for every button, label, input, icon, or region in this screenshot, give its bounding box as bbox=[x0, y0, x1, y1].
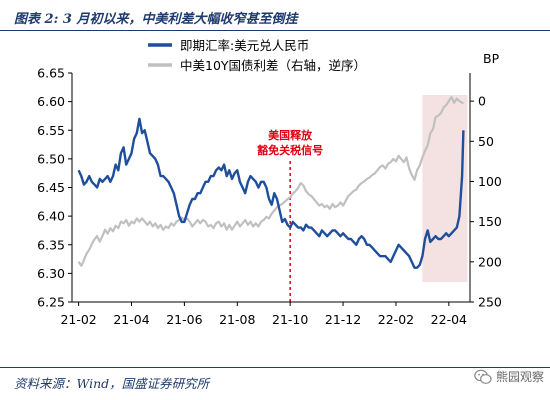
figure-title: 图表 2: 3 月初以来，中美利差大幅收窄甚至倒挂 bbox=[14, 12, 298, 27]
left-tick-label: 6.60 bbox=[37, 94, 65, 109]
title-rule bbox=[0, 30, 550, 31]
right-tick-label: 100 bbox=[478, 174, 502, 189]
right-tick-label: 200 bbox=[478, 254, 502, 269]
left-tick-label: 6.40 bbox=[37, 209, 65, 224]
source-note: 资料来源：Wind，国盛证券研究所 bbox=[14, 376, 210, 391]
wechat-icon bbox=[474, 369, 492, 384]
left-tick-label: 6.55 bbox=[37, 123, 65, 138]
left-tick-label: 6.25 bbox=[37, 295, 65, 310]
left-tick-label: 6.30 bbox=[37, 266, 65, 281]
watermark: 熊园观察 bbox=[474, 368, 544, 385]
legend-label-fx-rate: 即期汇率:美元兑人民币 bbox=[180, 38, 309, 53]
left-tick-label: 6.50 bbox=[37, 151, 65, 166]
x-tick-label: 21-04 bbox=[113, 312, 149, 327]
left-tick-label: 6.45 bbox=[37, 180, 65, 195]
left-tick-label: 6.65 bbox=[37, 66, 65, 81]
legend-label-yield-spread: 中美10Y国债利差（右轴，逆序） bbox=[180, 58, 366, 73]
right-tick-label: 250 bbox=[478, 295, 502, 310]
shaded-region bbox=[422, 95, 468, 282]
x-tick-label: 21-02 bbox=[60, 312, 96, 327]
x-tick-label: 22-02 bbox=[378, 312, 414, 327]
source-rule bbox=[0, 367, 550, 368]
right-axis-unit-label: BP bbox=[483, 51, 500, 66]
series-line-yield-spread bbox=[77, 96, 464, 267]
x-tick-label: 21-10 bbox=[272, 312, 308, 327]
x-tick-label: 21-12 bbox=[325, 312, 361, 327]
x-tick-label: 21-08 bbox=[219, 312, 255, 327]
x-tick-label: 21-06 bbox=[166, 312, 202, 327]
annotation-label-line2: 豁免关税信号 bbox=[257, 143, 323, 157]
annotation-label-line1: 美国释放 bbox=[268, 128, 313, 142]
watermark-text: 熊园观察 bbox=[495, 370, 544, 384]
left-tick-label: 6.35 bbox=[37, 237, 65, 252]
right-tick-label: 50 bbox=[478, 134, 494, 149]
right-tick-label: 0 bbox=[478, 94, 486, 109]
series-line-fx-rate bbox=[77, 117, 465, 269]
x-tick-label: 22-04 bbox=[431, 312, 467, 327]
right-tick-label: 150 bbox=[478, 214, 502, 229]
